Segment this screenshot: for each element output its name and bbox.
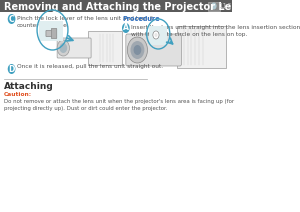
Circle shape <box>128 37 148 63</box>
FancyBboxPatch shape <box>46 31 54 36</box>
FancyBboxPatch shape <box>57 38 91 58</box>
FancyBboxPatch shape <box>149 25 167 45</box>
Circle shape <box>153 31 159 39</box>
FancyBboxPatch shape <box>0 0 232 12</box>
Text: Do not remove or attach the lens unit when the projector's lens area is facing u: Do not remove or attach the lens unit wh… <box>4 99 234 111</box>
Circle shape <box>154 33 158 37</box>
Circle shape <box>59 43 67 53</box>
Text: Procedure: Procedure <box>122 16 160 22</box>
Text: Removing and Attaching the Projector Lens Unit: Removing and Attaching the Projector Len… <box>4 1 270 11</box>
Text: Once it is released, pull the lens unit straight out.: Once it is released, pull the lens unit … <box>17 64 163 69</box>
FancyBboxPatch shape <box>177 26 226 68</box>
Text: Attaching: Attaching <box>4 82 54 91</box>
Circle shape <box>130 41 144 59</box>
Text: Insert the lens unit straight into the lens insertion section
with the white cir: Insert the lens unit straight into the l… <box>131 25 300 37</box>
Circle shape <box>134 45 141 55</box>
FancyBboxPatch shape <box>208 1 220 11</box>
Circle shape <box>8 14 15 24</box>
FancyBboxPatch shape <box>39 21 62 41</box>
Circle shape <box>57 40 70 56</box>
Circle shape <box>122 23 130 33</box>
FancyBboxPatch shape <box>88 31 122 65</box>
Circle shape <box>211 3 217 10</box>
Text: Caution:: Caution: <box>4 92 32 97</box>
Text: A: A <box>123 24 129 32</box>
Text: C: C <box>9 14 14 24</box>
Text: 116: 116 <box>219 4 232 10</box>
Text: D: D <box>8 64 15 74</box>
Text: Pinch the lock lever of the lens unit and turn it
counterclockwise.: Pinch the lock lever of the lens unit an… <box>17 16 153 28</box>
FancyBboxPatch shape <box>126 34 182 66</box>
Circle shape <box>8 64 15 74</box>
FancyBboxPatch shape <box>51 28 57 39</box>
